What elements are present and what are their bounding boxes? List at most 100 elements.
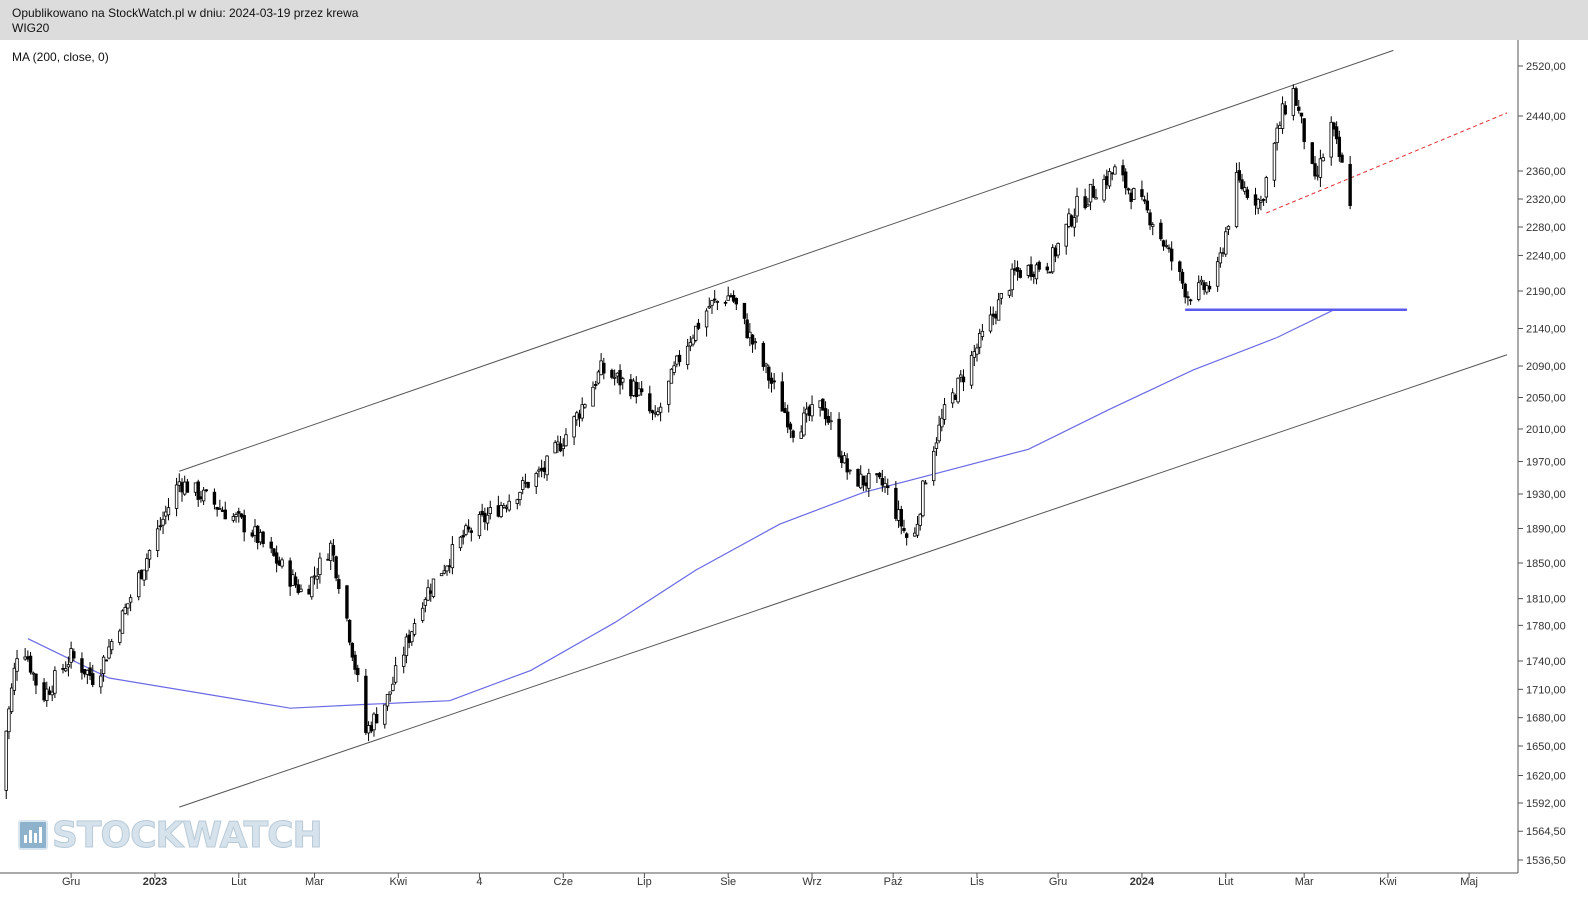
- candle-body: [307, 588, 311, 595]
- candle-body: [942, 404, 947, 420]
- candle-body: [1094, 197, 1098, 200]
- candle-body: [1105, 176, 1109, 186]
- candle-body: [1056, 243, 1060, 256]
- y-tick-label: 1592,00: [1526, 798, 1566, 810]
- candle-body: [959, 374, 963, 378]
- candle-body: [1010, 268, 1014, 291]
- candle-body: [158, 525, 163, 528]
- candle-body: [859, 473, 863, 489]
- candle-body: [177, 481, 181, 486]
- candle-body: [137, 572, 141, 598]
- candle-body: [261, 531, 265, 544]
- candle-body: [545, 455, 549, 476]
- candle-body: [196, 481, 200, 500]
- candle-body: [1207, 285, 1212, 290]
- candle-body: [461, 535, 465, 538]
- candle-body: [707, 306, 711, 309]
- candle-body: [1313, 163, 1317, 177]
- candle-body: [861, 475, 866, 486]
- candle-body: [772, 380, 776, 383]
- candle-body: [1188, 299, 1193, 302]
- candle-body: [639, 388, 644, 393]
- candle-body: [1167, 247, 1171, 250]
- candle-body: [1221, 252, 1225, 255]
- candle-body: [369, 725, 373, 732]
- candle-body: [1034, 264, 1039, 280]
- candle-body: [618, 370, 622, 386]
- candle-body: [431, 578, 436, 597]
- candle-body: [918, 513, 922, 526]
- candle-body: [483, 512, 487, 523]
- candle-body: [66, 664, 71, 668]
- candle-body: [669, 368, 674, 384]
- candle-body: [1199, 279, 1204, 283]
- candle-body: [1048, 271, 1052, 274]
- candle-body: [1007, 290, 1012, 296]
- candle-body: [1234, 172, 1239, 228]
- candle-body: [423, 599, 428, 606]
- candle-body: [85, 669, 90, 675]
- candle-body: [23, 656, 27, 660]
- candle-body: [391, 683, 395, 691]
- candle-body: [837, 418, 841, 457]
- candle-body: [818, 400, 822, 408]
- candle-body: [47, 690, 52, 695]
- candle-body: [366, 725, 371, 734]
- candle-body: [442, 570, 446, 574]
- candle-body: [239, 513, 244, 518]
- candle-body: [1321, 157, 1325, 162]
- candle-body: [696, 322, 701, 329]
- candle-body: [788, 423, 793, 430]
- candle-body: [691, 337, 695, 345]
- candle-body: [118, 630, 122, 643]
- candle-body: [515, 499, 519, 504]
- candle-body: [780, 381, 784, 412]
- candle-body: [80, 658, 84, 673]
- candle-body: [426, 587, 430, 601]
- candle-body: [561, 445, 565, 450]
- candle-body: [126, 603, 130, 609]
- candle-body: [104, 659, 108, 662]
- candle-body: [537, 469, 541, 472]
- candle-body: [61, 667, 65, 670]
- candle-body: [374, 714, 379, 724]
- x-tick-label: Lut: [1218, 876, 1233, 888]
- candle-body: [1205, 285, 1209, 293]
- y-tick-label: 1810,00: [1526, 594, 1566, 606]
- candle-body: [166, 507, 171, 516]
- candle-body: [785, 411, 790, 428]
- candle-body: [602, 362, 606, 374]
- candle-body: [1261, 198, 1266, 201]
- candle-body: [723, 301, 728, 304]
- candle-body: [1069, 215, 1074, 227]
- x-tick-label: Kwi: [1379, 876, 1397, 888]
- x-tick-label: Mar: [305, 876, 324, 888]
- candle-body: [234, 514, 238, 517]
- candle-body: [72, 651, 76, 659]
- candle-body: [356, 667, 360, 676]
- candle-body: [274, 552, 279, 564]
- candle-body: [42, 682, 46, 701]
- candle-body: [288, 560, 292, 587]
- candle-body: [961, 376, 966, 383]
- candle-body: [1272, 142, 1277, 181]
- candle-body: [1318, 158, 1323, 178]
- channel-upper-line: [179, 49, 1394, 472]
- candle-body: [182, 481, 187, 495]
- candle-body: [685, 345, 690, 366]
- candle-body: [523, 481, 528, 484]
- x-tick-label: 4: [476, 876, 482, 888]
- candle-body: [88, 667, 92, 676]
- candle-body: [1091, 186, 1095, 198]
- candle-body: [650, 410, 655, 414]
- candle-body: [312, 575, 317, 578]
- candle-body: [1218, 252, 1223, 264]
- candle-body: [821, 398, 825, 411]
- y-tick-label: 1930,00: [1526, 489, 1566, 501]
- candle-body: [572, 416, 576, 438]
- candle-body: [672, 365, 676, 373]
- candle-body: [1245, 189, 1250, 198]
- dashed-trendline: [1266, 112, 1508, 214]
- candle-body: [1337, 136, 1342, 158]
